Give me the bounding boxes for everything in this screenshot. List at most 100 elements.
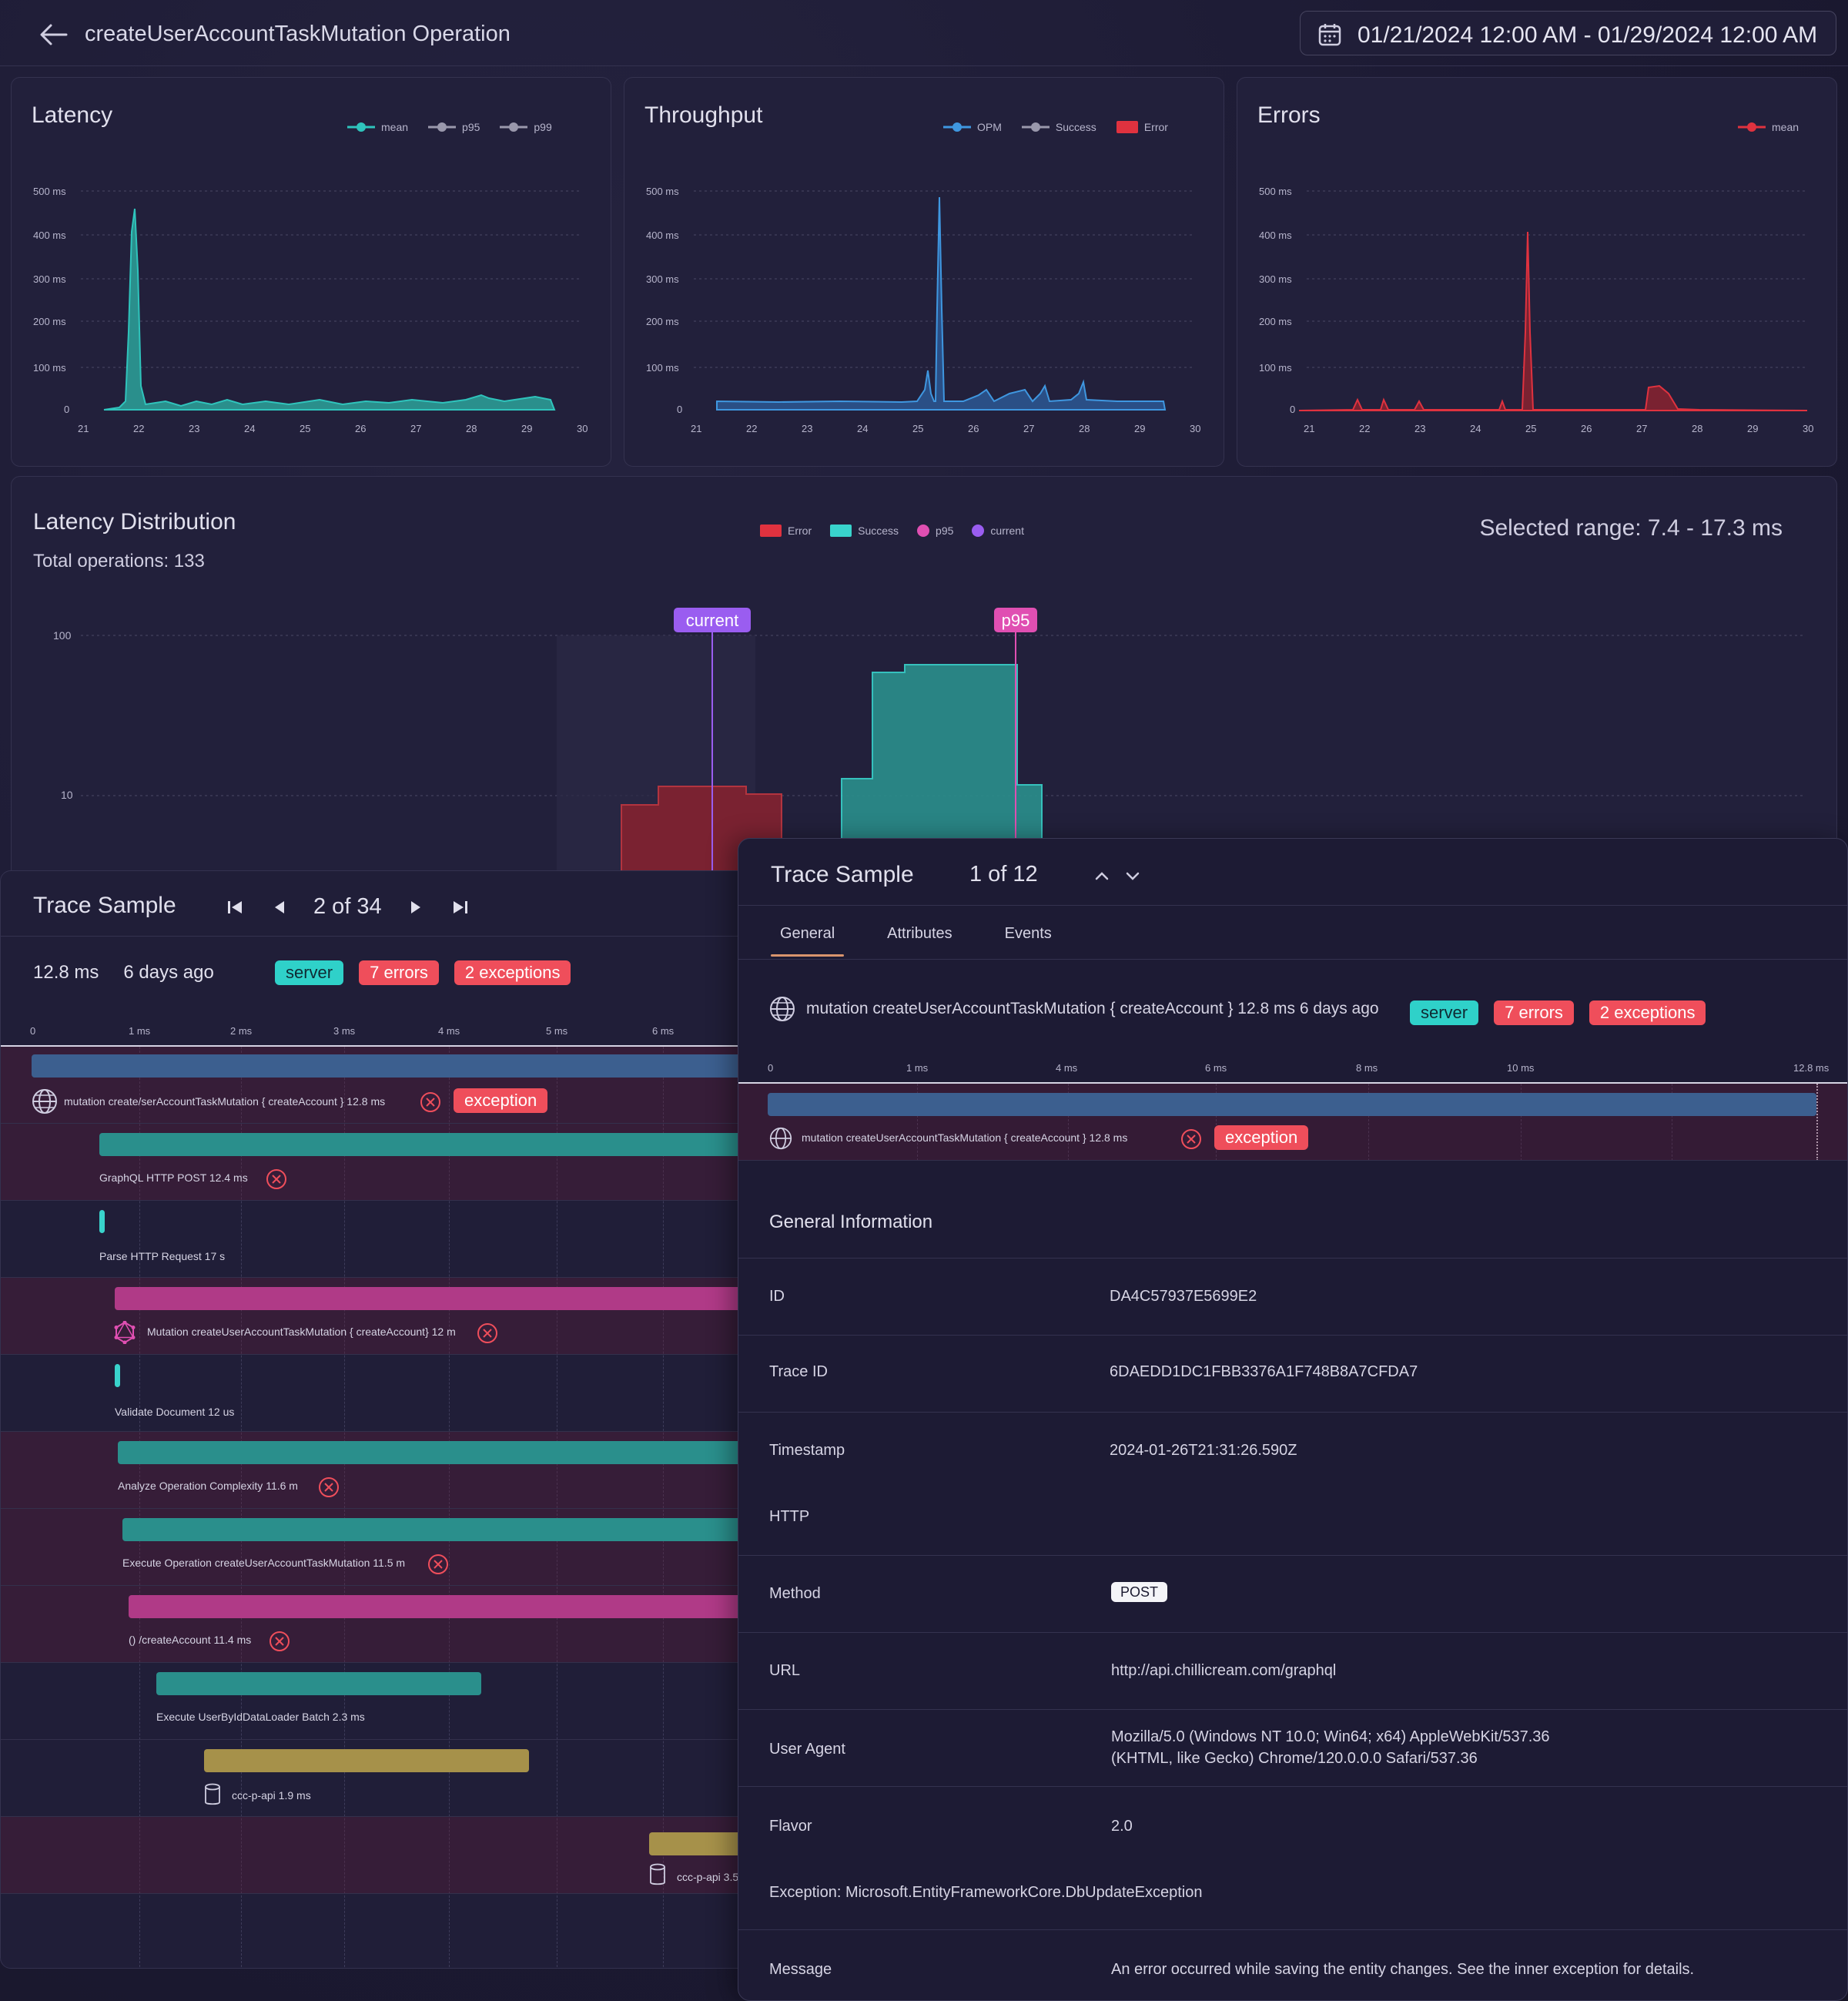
latency-chart: 500 ms 400 ms 300 ms 200 ms 100 ms 0 21 … (33, 186, 588, 434)
span-row[interactable]: Execute Operation createUserAccountTaskM… (1, 1509, 754, 1586)
tab-general[interactable]: General (771, 922, 845, 957)
span-row[interactable]: Validate Document 12 us (1, 1355, 754, 1432)
x-tick: 22 (746, 423, 757, 434)
trace-badges: server 7 errors 2 exceptions (1410, 1000, 1706, 1025)
span-bar[interactable] (99, 1133, 754, 1156)
throughput-legend: OPM Success Error (943, 121, 1168, 133)
page-header: createUserAccountTaskMutation Operation … (0, 0, 1848, 66)
axis-tick: 8 ms (1356, 1062, 1378, 1074)
span-row[interactable]: Mutation createUserAccountTaskMutation {… (1, 1278, 754, 1355)
errors-mean-area (1298, 231, 1808, 411)
axis-tick: 10 ms (1507, 1062, 1535, 1074)
info-row-trace-id: Trace ID 6DAEDD1DC1FBB3376A1F748B8A7CFDA… (738, 1335, 1847, 1412)
axis-tick: 5 ms (546, 1025, 568, 1037)
info-row-timestamp: Timestamp 2024-01-26T21:31:26.590Z HTTP (738, 1412, 1847, 1555)
legend-error[interactable]: Error (1116, 121, 1168, 133)
error-circle-icon (270, 1631, 290, 1651)
span-label: Parse HTTP Request 17 s (99, 1250, 226, 1262)
x-tick: 29 (1134, 423, 1145, 434)
errors-title: Errors (1257, 102, 1321, 128)
info-row-id: ID DA4C57937E5699E2 (738, 1258, 1847, 1335)
x-tick: 24 (857, 423, 868, 434)
legend-p95[interactable]: p95 (428, 121, 480, 133)
chevron-up-icon[interactable] (1093, 866, 1111, 885)
x-tick: 28 (466, 423, 477, 434)
legend-success[interactable]: Success (830, 525, 899, 537)
trace-arrows (1093, 866, 1142, 885)
tab-attributes[interactable]: Attributes (887, 925, 952, 942)
tab-events[interactable]: Events (1004, 925, 1052, 942)
span-bar[interactable] (129, 1595, 754, 1618)
x-tick: 30 (1803, 423, 1813, 434)
span-bar[interactable] (99, 1210, 105, 1233)
legend-opm[interactable]: OPM (943, 121, 1002, 133)
x-tick: 25 (912, 423, 923, 434)
exception-heading: Exception: Microsoft.EntityFrameworkCore… (769, 1884, 1203, 1901)
span-bar[interactable] (118, 1441, 754, 1464)
x-tick: 24 (244, 423, 255, 434)
trace-badges: server 7 errors 2 exceptions (275, 960, 571, 985)
url-value[interactable]: http://api.chillicream.com/graphql (1111, 1662, 1337, 1679)
distribution-legend: Error Success p95 current (760, 525, 1024, 537)
x-tick: 30 (577, 423, 588, 434)
span-bar[interactable] (649, 1832, 754, 1855)
throughput-chart: 500 ms 400 ms 300 ms 200 ms 100 ms 0 21 … (646, 186, 1200, 434)
span-row[interactable]: ccc-p-api 3.5 (1, 1817, 754, 1894)
span-bar[interactable] (156, 1672, 481, 1695)
trace-count: 1 of 12 (969, 862, 1038, 887)
legend-p99[interactable]: p99 (500, 121, 552, 133)
span-row[interactable]: () /createAccount 11.4 ms (1, 1586, 754, 1663)
span-row[interactable]: GraphQL HTTP POST 12.4 ms (1, 1124, 754, 1201)
x-tick: 26 (355, 423, 366, 434)
span-row[interactable]: Analyze Operation Complexity 11.6 m (1, 1432, 754, 1509)
selected-range: Selected range: 7.4 - 17.3 ms (1479, 515, 1783, 541)
chevron-down-icon[interactable] (1123, 866, 1142, 885)
x-tick: 22 (1359, 423, 1370, 434)
span-row[interactable]: Parse HTTP Request 17 s (1, 1201, 754, 1278)
distribution-chart: 100 10 current p95 (53, 608, 1806, 883)
latency-card: Latency mean p95 p99 500 ms 400 ms 300 m… (11, 77, 611, 467)
last-page-icon[interactable] (450, 897, 471, 918)
span-bar[interactable] (204, 1749, 529, 1772)
back-arrow-icon[interactable] (38, 22, 69, 48)
info-row-user-agent: User Agent Mozilla/5.0 (Windows NT 10.0;… (738, 1709, 1847, 1786)
y-tick: 100 ms (646, 362, 679, 374)
span-row[interactable]: mutation create/serAccountTaskMutation {… (1, 1047, 754, 1124)
legend-mean[interactable]: mean (1738, 121, 1799, 133)
axis-tick: 0 (30, 1025, 36, 1037)
legend-mean[interactable]: mean (347, 121, 408, 133)
span-row[interactable]: ccc-p-api 1.9 ms (1, 1740, 754, 1817)
span-row[interactable]: mutation createUserAccountTaskMutation {… (738, 1084, 1847, 1161)
span-bar[interactable] (115, 1364, 120, 1387)
prev-page-icon[interactable] (269, 897, 290, 918)
span-label: Validate Document 12 us (115, 1406, 235, 1418)
span-label: mutation createUserAccountTaskMutation {… (802, 1131, 1128, 1144)
legend-success[interactable]: Success (1021, 121, 1096, 133)
database-icon (650, 1863, 665, 1885)
exceptions-badge: 2 exceptions (1589, 1000, 1706, 1025)
span-bar[interactable] (115, 1287, 754, 1310)
legend-p95[interactable]: p95 (917, 525, 953, 537)
first-page-icon[interactable] (224, 897, 246, 918)
axis-tick: 1 ms (129, 1025, 151, 1037)
span-label: ccc-p-api 1.9 ms (232, 1789, 311, 1802)
latency-mean-area (103, 208, 556, 411)
legend-current[interactable]: current (972, 525, 1024, 537)
x-tick: 29 (521, 423, 532, 434)
error-circle-icon (477, 1323, 497, 1343)
axis-tick: 12.8 ms (1793, 1062, 1830, 1074)
date-range-picker[interactable]: 01/21/2024 12:00 AM - 01/29/2024 12:00 A… (1300, 11, 1836, 55)
span-bar[interactable] (768, 1093, 1816, 1116)
trace-duration: 12.8 ms (33, 962, 99, 983)
span-row[interactable]: Execute UserByIdDataLoader Batch 2.3 ms (1, 1663, 754, 1740)
y-tick: 500 ms (646, 186, 679, 197)
next-page-icon[interactable] (405, 897, 427, 918)
trace-page-indicator: 2 of 34 (313, 894, 382, 919)
method-badge: POST (1111, 1582, 1168, 1602)
globe-icon (770, 997, 795, 1021)
span-bar[interactable] (32, 1054, 754, 1078)
span-label: Execute UserByIdDataLoader Batch 2.3 ms (156, 1711, 365, 1723)
exceptions-badge: 2 exceptions (454, 960, 571, 985)
legend-error[interactable]: Error (760, 525, 812, 537)
span-bar[interactable] (122, 1518, 754, 1541)
